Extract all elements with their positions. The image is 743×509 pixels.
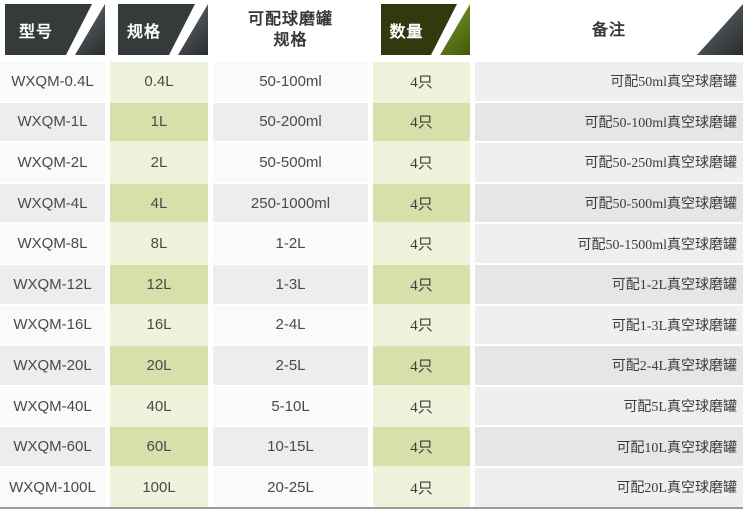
cell-note: 可配50-500ml真空球磨罐 — [475, 183, 743, 225]
header-label-jar-spec: 可配球磨罐 规格 — [247, 11, 333, 49]
cell-model: WXQM-8L — [0, 224, 105, 265]
cell-jar-spec: 10-15L — [213, 427, 368, 468]
cell-spec: 16L — [110, 305, 208, 347]
cell-spec: 12L — [110, 264, 208, 306]
header-cell-spec: 规格 — [110, 0, 208, 62]
cell-model: WXQM-1L — [0, 102, 105, 144]
cell-note: 可配50-100ml真空球磨罐 — [475, 102, 743, 144]
cell-jar-spec: 2-4L — [213, 305, 368, 347]
cell-qty: 4只 — [373, 62, 470, 103]
cell-spec: 40L — [110, 386, 208, 428]
cell-note: 可配1-3L真空球磨罐 — [475, 305, 743, 347]
cell-spec: 4L — [110, 183, 208, 225]
cell-note: 可配20L真空球磨罐 — [475, 467, 743, 509]
cell-note: 可配2-4L真空球磨罐 — [475, 346, 743, 387]
cell-qty: 4只 — [373, 183, 470, 225]
cell-spec: 0.4L — [110, 62, 208, 103]
cell-note: 可配10L真空球磨罐 — [475, 427, 743, 468]
header-cell-model: 型号 — [0, 0, 105, 62]
cell-note: 可配50-1500ml真空球磨罐 — [475, 224, 743, 265]
cell-note: 可配50-250ml真空球磨罐 — [475, 143, 743, 184]
cell-qty: 4只 — [373, 143, 470, 184]
cell-model: WXQM-60L — [0, 427, 105, 468]
cell-model: WXQM-100L — [0, 467, 105, 509]
cell-model: WXQM-2L — [0, 143, 105, 184]
cell-model: WXQM-40L — [0, 386, 105, 428]
cell-model: WXQM-16L — [0, 305, 105, 347]
header-cell-note: 备注 — [475, 0, 743, 62]
cell-jar-spec: 1-3L — [213, 264, 368, 306]
header-tag-model: 型号 — [5, 4, 105, 55]
cell-spec: 60L — [110, 427, 208, 468]
cell-model: WXQM-20L — [0, 346, 105, 387]
header-label-spec: 规格 — [126, 23, 161, 41]
cell-spec: 2L — [110, 143, 208, 184]
cell-model: WXQM-4L — [0, 183, 105, 225]
cell-jar-spec: 50-100ml — [213, 62, 368, 103]
cell-qty: 4只 — [373, 305, 470, 347]
cell-jar-spec: 50-500ml — [213, 143, 368, 184]
header-cell-qty: 数量 — [373, 0, 470, 62]
cell-spec: 8L — [110, 224, 208, 265]
header-tag-qty: 数量 — [381, 4, 470, 55]
cell-qty: 4只 — [373, 386, 470, 428]
cell-note: 可配50ml真空球磨罐 — [475, 62, 743, 103]
cell-spec: 20L — [110, 346, 208, 387]
header-cell-jar-spec: 可配球磨罐 规格 — [213, 0, 368, 62]
cell-note: 可配5L真空球磨罐 — [475, 386, 743, 428]
cell-spec: 1L — [110, 102, 208, 144]
cell-qty: 4只 — [373, 224, 470, 265]
table-body: WXQM-0.4L 0.4L 50-100ml 4只 可配50ml真空球磨罐 WXQM-1… — [0, 62, 743, 509]
table-header-row: 型号 规格 可配球磨罐 规格 数量 备注 — [0, 0, 743, 62]
cell-qty: 4只 — [373, 346, 470, 387]
cell-jar-spec: 5-10L — [213, 386, 368, 428]
cell-jar-spec: 250-1000ml — [213, 183, 368, 225]
cell-qty: 4只 — [373, 264, 470, 306]
cell-note: 可配1-2L真空球磨罐 — [475, 264, 743, 306]
cell-qty: 4只 — [373, 427, 470, 468]
cell-qty: 4只 — [373, 102, 470, 144]
cell-model: WXQM-12L — [0, 264, 105, 306]
cell-jar-spec: 2-5L — [213, 346, 368, 387]
header-label-qty: 数量 — [389, 23, 424, 41]
table-bottom-border — [0, 507, 743, 509]
cell-qty: 4只 — [373, 467, 470, 509]
corner-triangle-icon — [697, 4, 743, 55]
cell-jar-spec: 1-2L — [213, 224, 368, 265]
header-label-note: 备注 — [591, 21, 626, 39]
cell-model: WXQM-0.4L — [0, 62, 105, 103]
header-label-model: 型号 — [18, 23, 53, 41]
cell-jar-spec: 20-25L — [213, 467, 368, 509]
cell-spec: 100L — [110, 467, 208, 509]
cell-jar-spec: 50-200ml — [213, 102, 368, 144]
header-tag-spec: 规格 — [118, 4, 208, 55]
